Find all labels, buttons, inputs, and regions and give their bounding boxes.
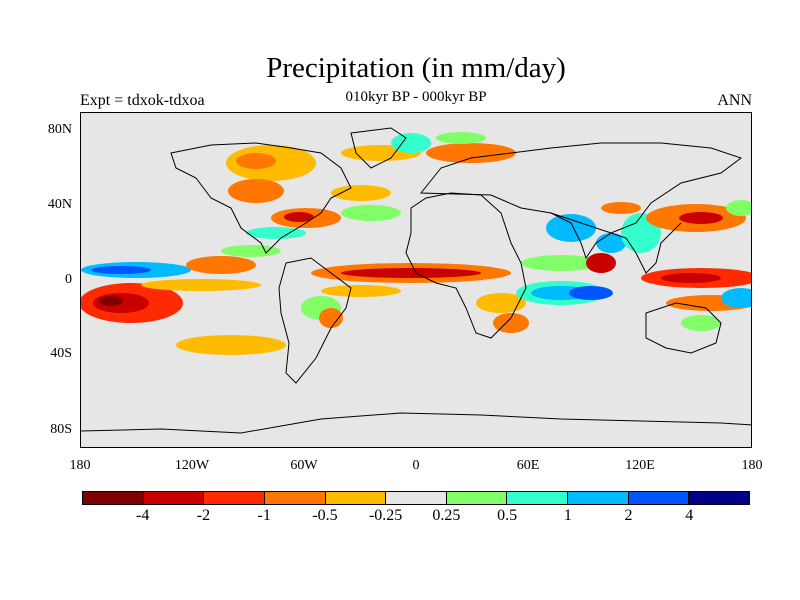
lon-tick-label: 0 <box>412 458 420 473</box>
colorbar-swatch <box>446 492 508 504</box>
season-label: ANN <box>717 92 752 109</box>
experiment-label: Expt = tdxok-tdxoa <box>80 92 205 109</box>
anomaly-region <box>236 153 276 169</box>
lat-tick-label: 40N <box>47 197 72 212</box>
colorbar-swatch <box>325 492 387 504</box>
colorbar-swatch <box>386 492 447 504</box>
colorbar-label: -2 <box>196 507 211 524</box>
anomaly-region <box>601 202 641 214</box>
colorbar-swatch <box>204 492 265 504</box>
anomaly-region <box>176 335 286 355</box>
anomaly-region <box>569 286 613 300</box>
colorbar-swatch <box>628 492 690 504</box>
colorbar-label: 0.25 <box>432 507 461 524</box>
lat-tick-label: 80N <box>47 122 72 137</box>
lon-tick-label: 120W <box>174 458 210 473</box>
anomaly-region <box>521 255 601 271</box>
greenland-outline <box>350 127 407 169</box>
anomaly-region <box>246 227 306 239</box>
map-subtitle: 010kyr BP - 000kyr BP <box>345 89 487 105</box>
anomaly-region <box>426 143 516 163</box>
precipitation-map <box>80 112 752 448</box>
lat-tick-label: 40S <box>50 346 72 361</box>
colorbar-label: 1 <box>563 507 572 524</box>
colorbar <box>82 491 750 505</box>
anomaly-region <box>341 205 401 221</box>
colorbar-swatch <box>568 492 629 504</box>
anomaly-region <box>284 212 314 222</box>
asia-south-outline <box>550 212 682 274</box>
anomaly-region <box>341 268 481 278</box>
anomaly-region <box>186 256 256 274</box>
anomaly-region <box>681 315 721 331</box>
lat-tick-label: 0 <box>65 272 72 287</box>
colorbar-swatch <box>507 492 569 504</box>
anomaly-region <box>321 285 401 297</box>
anomaly-region <box>331 185 391 201</box>
colorbar-swatch <box>143 492 205 504</box>
anomaly-region <box>221 245 281 257</box>
colorbar-swatch <box>689 492 750 504</box>
south-america-outline <box>278 257 352 384</box>
anomaly-region <box>141 279 261 291</box>
australia-outline <box>645 302 722 354</box>
coastlines <box>81 127 751 434</box>
lon-tick-label: 180 <box>69 458 91 473</box>
anomaly-region <box>546 214 596 242</box>
colorbar-swatch <box>264 492 326 504</box>
colorbar-label: -0.5 <box>312 507 338 524</box>
colorbar-label: 4 <box>685 507 694 524</box>
lon-tick-label: 60E <box>516 458 540 473</box>
anomaly-region <box>99 296 123 306</box>
map-canvas <box>81 127 751 434</box>
antarctica-outline <box>81 412 751 434</box>
colorbar-label: 0.5 <box>497 507 518 524</box>
anomaly-region <box>228 179 284 203</box>
north-america-outline <box>170 142 352 254</box>
anomaly-region <box>391 133 431 153</box>
colorbar-label: -1 <box>257 507 271 524</box>
colorbar-label: 2 <box>624 507 633 524</box>
anomaly-region <box>726 200 751 216</box>
colorbar-label: -0.25 <box>368 507 403 524</box>
anomaly-region <box>319 308 343 328</box>
colorbar-swatch <box>83 492 144 504</box>
lon-tick-label: 120E <box>625 458 655 473</box>
anomaly-region <box>91 266 151 274</box>
lon-tick-label: 180 <box>741 458 763 473</box>
anomaly-region <box>436 132 486 144</box>
map-title: Precipitation (in mm/day) <box>266 52 566 84</box>
anomaly-region <box>493 313 529 333</box>
colorbar-label: -4 <box>136 507 150 524</box>
anomaly-region <box>721 288 751 308</box>
anomaly-fields <box>81 132 751 355</box>
anomaly-region <box>476 293 526 313</box>
anomaly-region <box>586 253 616 273</box>
anomaly-region <box>661 273 721 283</box>
anomaly-region <box>679 212 723 224</box>
lat-tick-label: 80S <box>50 422 72 437</box>
lon-tick-label: 60W <box>290 458 318 473</box>
